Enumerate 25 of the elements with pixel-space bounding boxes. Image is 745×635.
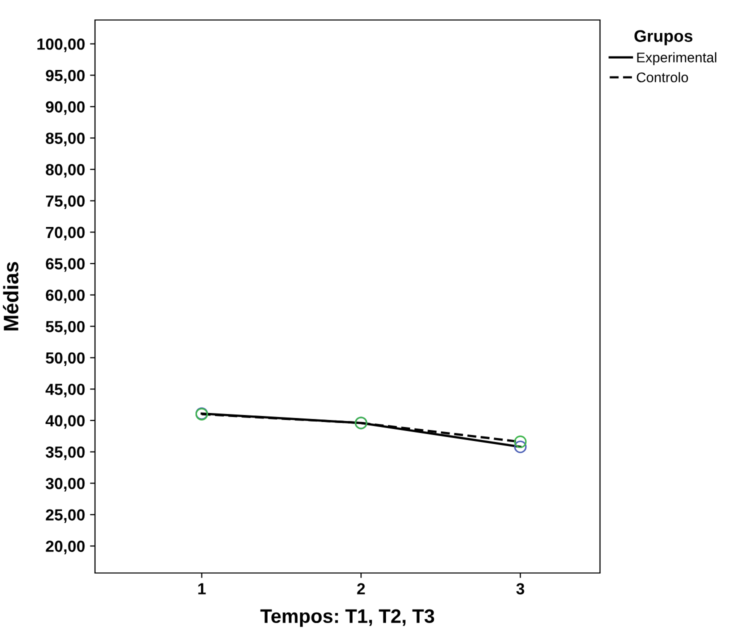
y-tick-label: 80,00 <box>46 164 85 178</box>
legend-label: Controlo <box>636 72 688 82</box>
y-tick-label: 75,00 <box>46 195 85 210</box>
y-tick-label: 45,00 <box>46 384 85 398</box>
y-tick-label: 50,00 <box>46 352 85 366</box>
legend-label: Experimental <box>637 52 716 66</box>
x-tick-label: 2 <box>357 583 365 594</box>
legend-title: Grupos <box>634 30 692 46</box>
y-tick-label: 70,00 <box>46 226 85 240</box>
y-tick-label: 35,00 <box>46 446 85 460</box>
y-tick-label: 25,00 <box>46 509 85 523</box>
y-tick-label: 85,00 <box>46 132 85 146</box>
y-tick-label: 95,00 <box>46 70 85 84</box>
y-tick-label: 40,00 <box>46 415 85 429</box>
y-tick-label: 55,00 <box>46 320 85 335</box>
y-tick-label: 65,00 <box>46 258 85 272</box>
y-tick-label: 100,00 <box>37 38 85 52</box>
x-tick-label: 1 <box>198 583 206 594</box>
x-axis-title: Tempos: T1, T2, T3 <box>260 609 434 627</box>
y-tick-label: 60,00 <box>46 290 85 304</box>
y-tick-label: 20,00 <box>46 540 85 554</box>
y-tick-label: 90,00 <box>46 101 85 115</box>
x-tick-label: 3 <box>516 583 524 594</box>
y-axis-title: Médias <box>2 262 18 330</box>
y-tick-label: 30,00 <box>46 478 85 492</box>
